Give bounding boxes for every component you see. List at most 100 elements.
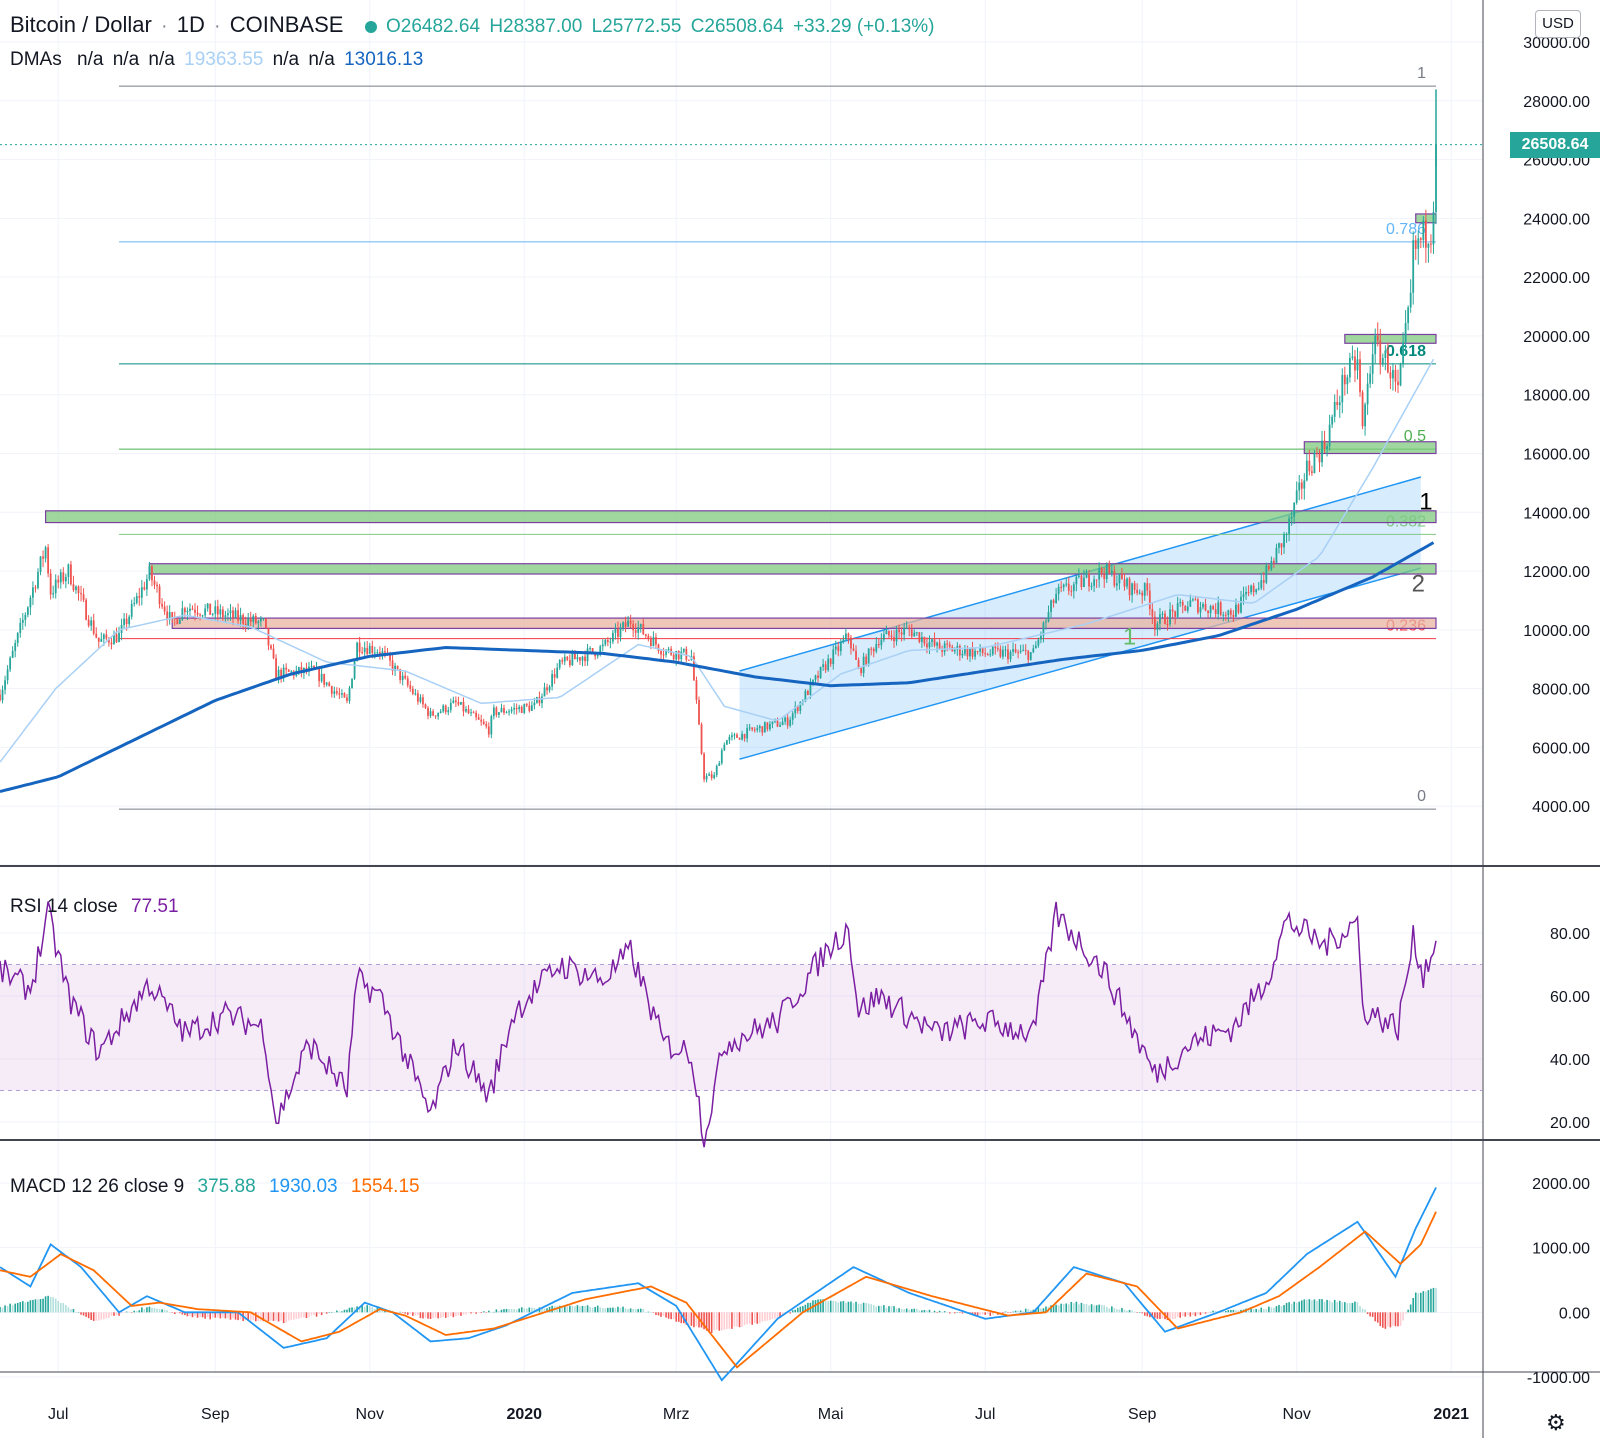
candle-body xyxy=(323,673,326,685)
macd-histogram-bar xyxy=(771,1312,774,1319)
candle-body xyxy=(465,709,467,712)
macd-histogram-bar xyxy=(298,1312,300,1319)
candle-body xyxy=(609,641,612,643)
candle-body xyxy=(262,618,265,620)
macd-histogram-bar xyxy=(24,1302,27,1313)
macd-histogram-bar xyxy=(660,1312,662,1317)
macd-histogram-bar xyxy=(1212,1310,1214,1313)
candle-body xyxy=(1308,460,1311,472)
candle-body xyxy=(931,639,933,643)
macd-histogram-bar xyxy=(607,1307,609,1313)
macd-histogram-bar xyxy=(520,1307,523,1313)
macd-histogram-bar xyxy=(1181,1312,1184,1317)
macd-histogram-bar xyxy=(814,1300,817,1313)
macd-histogram-bar xyxy=(57,1301,60,1313)
macd-histogram-bar xyxy=(163,1309,166,1313)
candle-body xyxy=(1024,649,1027,651)
macd-histogram-bar xyxy=(368,1306,371,1313)
candle-body xyxy=(680,651,683,660)
candle-body xyxy=(776,720,779,727)
dma-legend: DMAs n/a n/a n/a 19363.55 n/a n/a 13016.… xyxy=(10,49,427,71)
macd-histogram-bar xyxy=(485,1312,488,1313)
candle-body xyxy=(553,674,556,678)
macd-histogram-bar xyxy=(713,1312,716,1331)
macd-histogram-bar xyxy=(1384,1312,1387,1329)
candle-body xyxy=(67,564,70,577)
candle-body xyxy=(574,653,576,660)
macd-signal-line xyxy=(0,1211,1437,1369)
candle-body xyxy=(1037,639,1040,646)
candle-body xyxy=(510,709,513,712)
macd-histogram-bar xyxy=(807,1302,809,1313)
candle-body xyxy=(771,721,774,725)
candle-body xyxy=(1070,590,1073,592)
candle-body xyxy=(695,680,698,700)
macd-histogram-bar xyxy=(883,1305,885,1313)
macd-histogram-bar xyxy=(1108,1308,1111,1313)
macd-histogram-bar xyxy=(569,1305,571,1313)
macd-histogram-bar xyxy=(427,1312,429,1319)
macd-histogram-bar xyxy=(1083,1303,1085,1313)
macd-histogram-bar xyxy=(586,1305,589,1313)
candle-body xyxy=(52,593,55,595)
macd-histogram-bar xyxy=(931,1312,933,1313)
candle-body xyxy=(1191,599,1194,601)
rsi-axis-tick-label: 40.00 xyxy=(1550,1052,1590,1069)
macd-histogram-bar xyxy=(855,1301,857,1313)
macd-histogram-bar xyxy=(338,1311,341,1313)
macd-histogram-bar xyxy=(1123,1309,1126,1313)
currency-button[interactable]: USD xyxy=(1535,10,1581,38)
macd-histogram-bar xyxy=(1306,1299,1308,1313)
macd-histogram-bar xyxy=(184,1312,186,1316)
macd-histogram-bar xyxy=(1042,1308,1045,1313)
macd-histogram-bar xyxy=(1387,1312,1389,1327)
candle-body xyxy=(158,586,161,604)
candle-body xyxy=(558,660,561,668)
candle-body xyxy=(1323,440,1326,449)
candle-body xyxy=(1424,220,1427,248)
macd-histogram-bar xyxy=(166,1310,168,1313)
macd-histogram-bar xyxy=(981,1312,984,1315)
candle-body xyxy=(232,610,234,618)
candle-body xyxy=(204,608,207,616)
macd-histogram-bar xyxy=(4,1305,6,1313)
settings-gear-icon[interactable]: ⚙ xyxy=(1546,1410,1566,1435)
macd-histogram-bar xyxy=(736,1312,738,1327)
candle-body xyxy=(538,697,541,704)
macd-histogram-bar xyxy=(875,1306,878,1313)
macd-histogram-bar xyxy=(956,1312,959,1313)
macd-histogram-bar xyxy=(948,1312,951,1314)
candle-body xyxy=(92,620,95,634)
macd-histogram-bar xyxy=(1280,1306,1283,1313)
macd-histogram-bar xyxy=(1166,1312,1169,1321)
candle-body xyxy=(943,643,946,652)
candle-body xyxy=(54,579,57,594)
dma-value: 19363.55 xyxy=(184,49,264,70)
candle-body xyxy=(530,705,533,711)
macd-histogram-bar xyxy=(1151,1312,1154,1318)
candle-body xyxy=(282,667,285,679)
candle-body xyxy=(1280,543,1283,548)
candle-body xyxy=(206,603,209,609)
candle-body xyxy=(675,650,678,660)
candle-body xyxy=(918,632,921,643)
macd-histogram-bar xyxy=(657,1312,660,1316)
candle-body xyxy=(746,728,749,739)
macd-histogram-bar xyxy=(310,1312,313,1316)
candle-body xyxy=(1356,359,1359,371)
macd-histogram-bar xyxy=(199,1312,201,1318)
candle-body xyxy=(682,648,685,652)
channel-lower-line xyxy=(739,567,1422,760)
candle-body xyxy=(1212,606,1215,610)
price-axis-tick-label: 6000.00 xyxy=(1532,740,1590,757)
macd-histogram-bar xyxy=(305,1312,308,1319)
price-axis-tick-label: 4000.00 xyxy=(1532,799,1590,816)
macd-histogram-bar xyxy=(946,1311,949,1313)
candle-body xyxy=(26,607,29,615)
macd-histogram-bar xyxy=(766,1312,769,1321)
candle-body xyxy=(629,620,632,625)
candle-body xyxy=(576,657,579,660)
candle-body xyxy=(444,705,447,713)
candle-body xyxy=(6,669,9,681)
